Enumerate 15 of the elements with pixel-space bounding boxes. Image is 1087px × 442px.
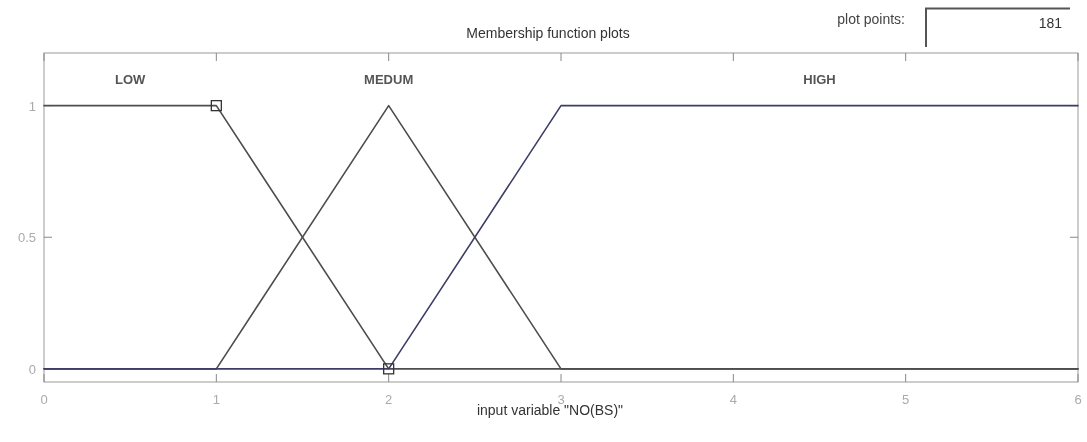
x-tick-label: 0	[40, 392, 48, 407]
chart-title: Membership function plots	[466, 25, 630, 41]
y-tick-label: 0	[28, 361, 36, 377]
text: 181	[1038, 15, 1063, 31]
series-label: HIGH	[803, 71, 836, 87]
x-tick-label: 4	[729, 392, 737, 407]
x-tick-label: 6	[1074, 392, 1082, 407]
x-tick-label: 1	[212, 392, 220, 407]
series-label: LOW	[115, 71, 147, 87]
text: plot points:	[837, 11, 905, 27]
x-tick-label: 5	[902, 392, 910, 407]
y-tick-label: 0.5	[17, 230, 36, 246]
y-tick-label: 1	[28, 98, 36, 114]
text: MEDUM	[364, 71, 414, 87]
x-tick-label: 2	[385, 392, 393, 407]
